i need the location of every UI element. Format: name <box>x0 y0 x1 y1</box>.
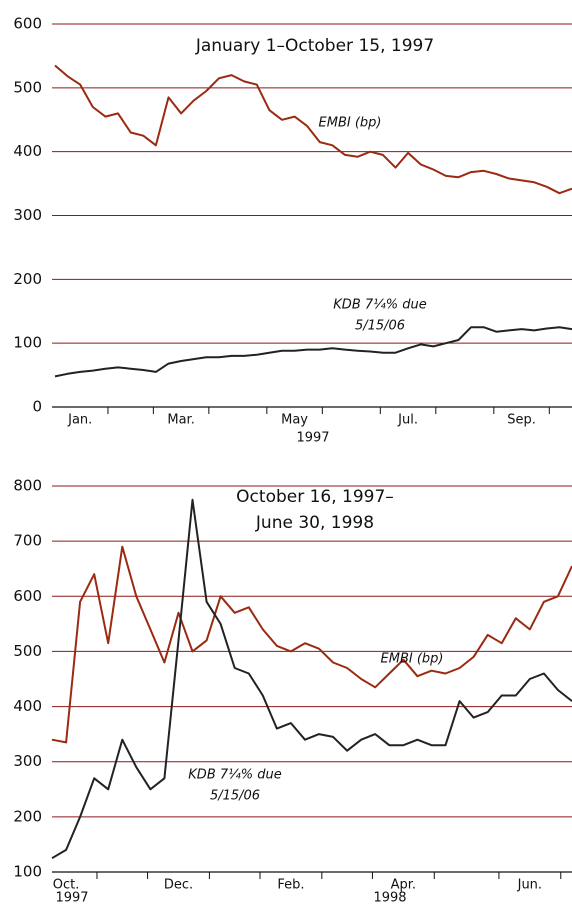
y-tick-label: 500 <box>13 78 42 96</box>
y-tick-label: 300 <box>13 206 42 224</box>
x-tick-label: Oct. <box>53 878 80 893</box>
y-tick-label: 500 <box>13 642 42 660</box>
x-tick-label: Jun. <box>517 878 542 893</box>
y-tick-label: 100 <box>13 334 42 352</box>
y-tick-label: 100 <box>13 863 42 881</box>
annotation: KDB 7¼% due <box>188 768 281 783</box>
year-label: 1998 <box>373 891 406 906</box>
annotation: KDB 7¼% due <box>333 298 426 313</box>
chart-title: January 1–October 15, 1997 <box>195 36 434 56</box>
year-label: 1997 <box>296 431 329 446</box>
annotation: 5/15/06 <box>355 319 405 334</box>
x-tick-label: Dec. <box>164 878 193 893</box>
annotation: 5/15/06 <box>210 789 260 804</box>
x-tick-label: May <box>281 413 308 428</box>
year-label: 1997 <box>55 891 88 906</box>
x-tick-label: Jan. <box>67 413 92 428</box>
y-tick-label: 400 <box>13 697 42 715</box>
y-tick-label: 700 <box>13 532 42 550</box>
annotation: EMBI (bp) <box>319 116 382 131</box>
x-tick-label: Mar. <box>167 413 194 428</box>
y-tick-label: 600 <box>13 15 42 33</box>
x-tick-label: Apr. <box>391 878 416 893</box>
chart-title: October 16, 1997– <box>236 487 394 507</box>
chart-title: June 30, 1998 <box>255 513 374 533</box>
x-tick-label: Feb. <box>277 878 304 893</box>
x-tick-label: Sep. <box>507 413 536 428</box>
y-tick-label: 400 <box>13 142 42 160</box>
y-tick-label: 0 <box>32 398 42 416</box>
y-tick-label: 600 <box>13 587 42 605</box>
y-tick-label: 200 <box>13 270 42 288</box>
data-line <box>54 64 572 195</box>
annotation: EMBI (bp) <box>381 652 444 667</box>
y-tick-label: 200 <box>13 807 42 825</box>
data-line <box>51 545 572 744</box>
data-line <box>54 326 572 378</box>
x-tick-label: Jul. <box>397 413 418 428</box>
y-tick-label: 300 <box>13 752 42 770</box>
y-tick-label: 800 <box>13 477 42 495</box>
data-line <box>51 498 572 860</box>
